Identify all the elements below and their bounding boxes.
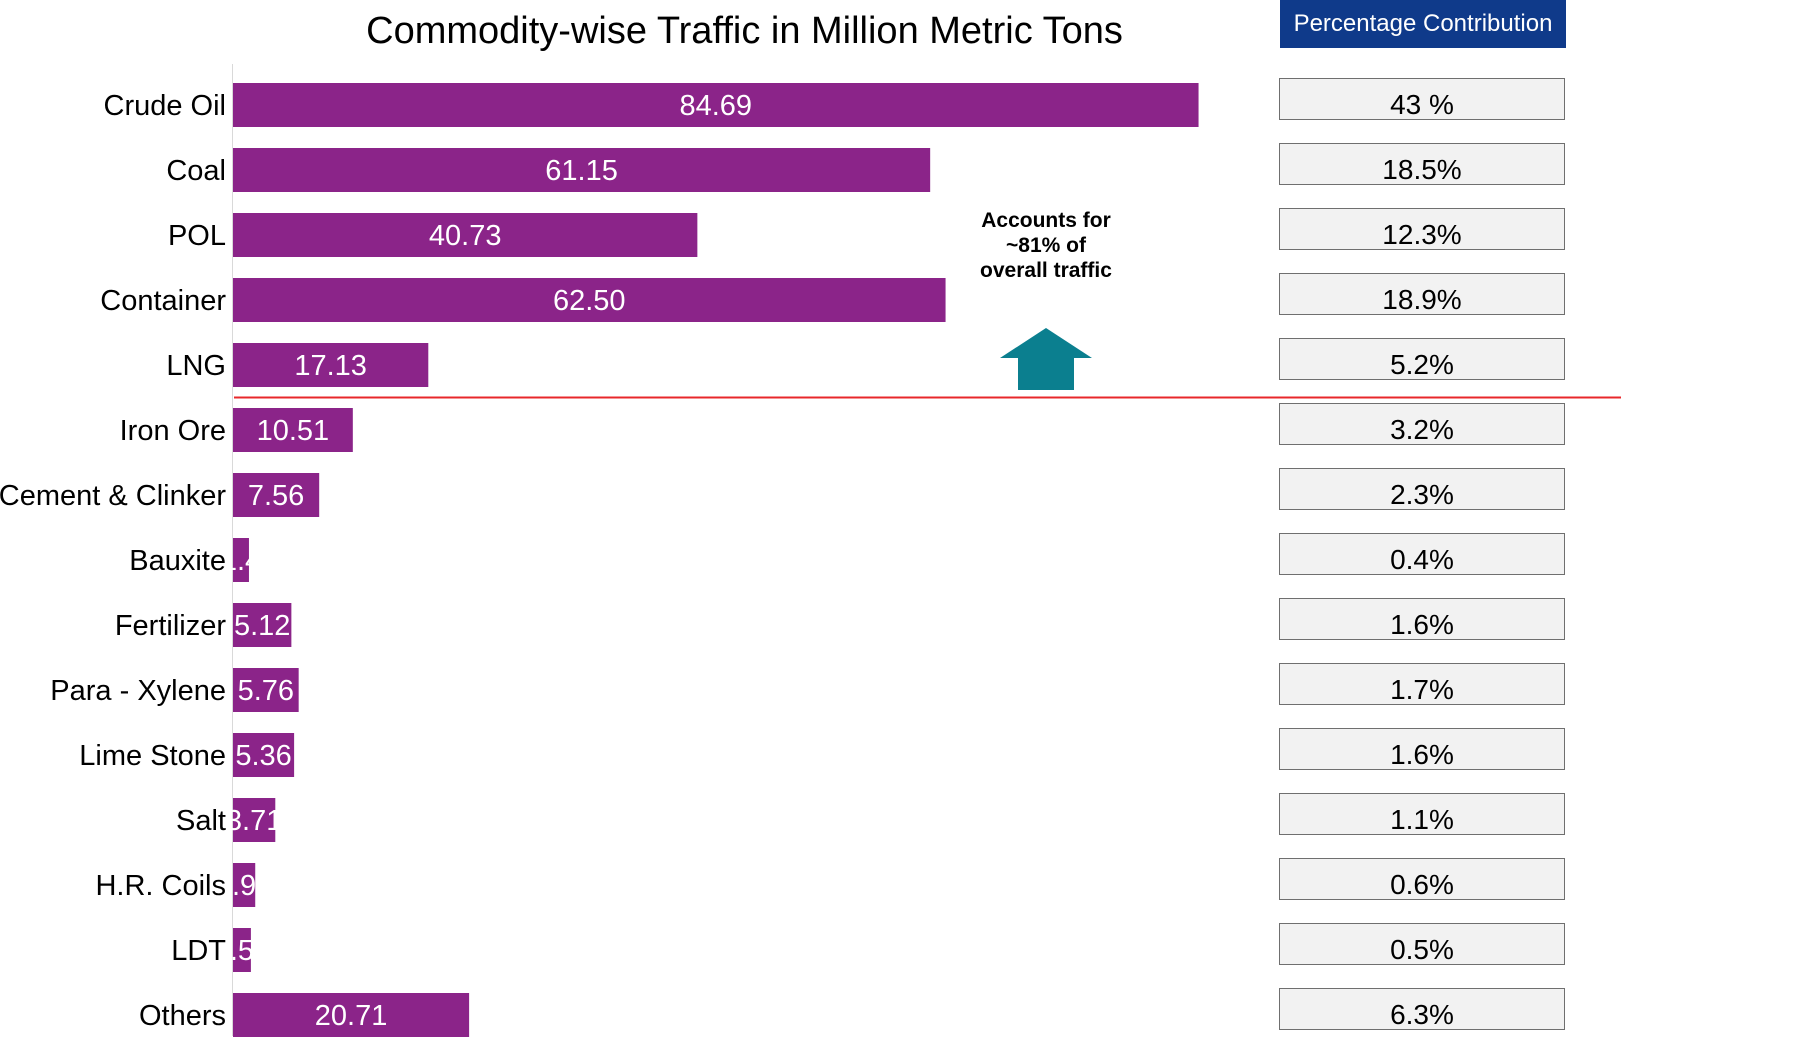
bar-others (233, 993, 470, 1037)
bars-layer: 84.69 61.15 40.73 62.50 17.13 10.51 7.56 1.4 5.1… (214, 83, 1199, 1037)
category-label-crude-oil: Crude Oil (104, 90, 227, 122)
category-label-cement-clinker: Cement & Clinker (0, 480, 226, 512)
percentage-box-lng: 5.2% (1279, 338, 1565, 380)
category-label-h-r-coils: H.R. Coils (95, 870, 226, 902)
value-label-ldt: 1.57 (214, 935, 270, 967)
value-label-pol: 40.73 (429, 220, 502, 252)
category-label-iron-ore: Iron Ore (120, 415, 226, 447)
value-label-cement-clinker: 7.56 (248, 480, 304, 512)
category-label-lime-stone: Lime Stone (79, 740, 226, 772)
category-label-ldt: LDT (171, 935, 226, 967)
category-label-bauxite: Bauxite (129, 545, 226, 577)
percentage-box-lime-stone: 1.6% (1279, 728, 1565, 770)
bar-iron-ore (233, 408, 353, 452)
bar-pol (233, 213, 698, 257)
percentage-box-h-r-coils: 0.6% (1279, 858, 1565, 900)
value-label-h-r-coils: 1.95 (216, 870, 272, 902)
value-label-fertilizer: 5.12 (234, 610, 290, 642)
percentage-box-cement-clinker: 2.3% (1279, 468, 1565, 510)
bar-container (233, 278, 946, 322)
category-label-lng: LNG (166, 350, 226, 382)
percentage-contribution-header: Percentage Contribution (1280, 0, 1566, 48)
bar-h-r-coils (233, 863, 256, 907)
category-label-fertilizer: Fertilizer (115, 610, 227, 642)
value-label-lime-stone: 5.36 (235, 740, 291, 772)
category-label-coal: Coal (166, 155, 226, 187)
annotation-text: Accounts for ~81% of overall traffic (980, 209, 1112, 282)
bar-lng (233, 343, 429, 387)
bar-crude-oil (233, 83, 1199, 127)
up-arrow-icon (1000, 328, 1092, 390)
value-label-iron-ore: 10.51 (257, 415, 330, 447)
percentage-box-salt: 1.1% (1279, 793, 1565, 835)
bar-para-xylene (233, 668, 299, 712)
value-label-coal: 61.15 (545, 155, 618, 187)
value-label-others: 20.71 (315, 1000, 388, 1032)
category-labels-layer: Crude Oil Coal POL Container LNG Iron Ore Ceme… (0, 90, 226, 1032)
value-label-lng: 17.13 (294, 350, 367, 382)
percentage-box-bauxite: 0.4% (1279, 533, 1565, 575)
category-label-pol: POL (168, 220, 226, 252)
bar-lime-stone (233, 733, 295, 777)
value-label-para-xylene: 5.76 (238, 675, 294, 707)
value-label-bauxite: 1.4 (221, 545, 261, 577)
bar-bauxite (233, 538, 249, 582)
category-label-others: Others (139, 1000, 226, 1032)
category-label-container: Container (100, 285, 226, 317)
bar-coal (233, 148, 931, 192)
value-label-container: 62.50 (553, 285, 626, 317)
percentage-box-container: 18.9% (1279, 273, 1565, 315)
chart-title: Commodity-wise Traffic in Million Metric… (366, 10, 1123, 52)
bar-salt (233, 798, 276, 842)
bar-fertilizer (233, 603, 292, 647)
percentage-box-fertilizer: 1.6% (1279, 598, 1565, 640)
value-label-salt: 3.71 (226, 805, 282, 837)
percentage-box-iron-ore: 3.2% (1279, 403, 1565, 445)
category-label-salt: Salt (176, 805, 226, 837)
value-label-crude-oil: 84.69 (679, 90, 752, 122)
percentage-box-ldt: 0.5% (1279, 923, 1565, 965)
percentage-box-para-xylene: 1.7% (1279, 663, 1565, 705)
bar-ldt (233, 928, 251, 972)
bar-cement-clinker (233, 473, 320, 517)
percentage-box-crude-oil: 43 % (1279, 78, 1565, 120)
percentage-box-pol: 12.3% (1279, 208, 1565, 250)
percentage-box-others: 6.3% (1279, 988, 1565, 1030)
category-label-para-xylene: Para - Xylene (50, 675, 226, 707)
percentage-box-coal: 18.5% (1279, 143, 1565, 185)
